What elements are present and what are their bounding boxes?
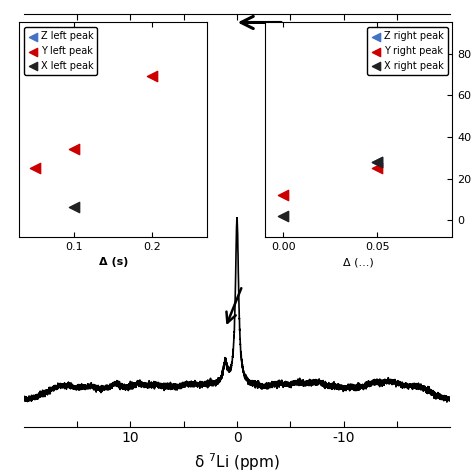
X-axis label: δ $^7$Li (ppm): δ $^7$Li (ppm) (194, 451, 280, 473)
